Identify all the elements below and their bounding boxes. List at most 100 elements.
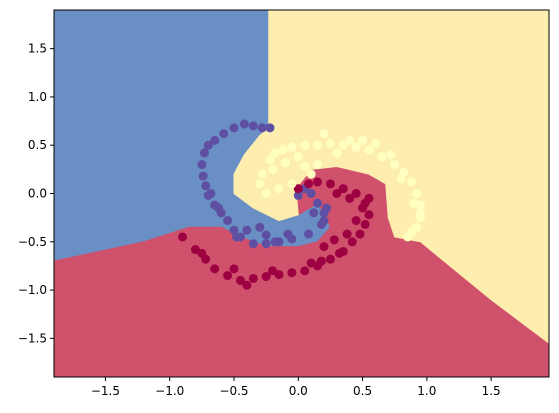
- data-point-class_2: [280, 158, 290, 168]
- data-point-class_2: [364, 145, 374, 155]
- data-point-class_2: [406, 227, 416, 237]
- data-point-class_0: [248, 239, 258, 249]
- data-point-class_2: [399, 167, 409, 177]
- data-point-class_2: [351, 142, 361, 152]
- data-point-class_1: [178, 232, 188, 242]
- data-point-class_0: [306, 189, 316, 198]
- data-point-class_1: [197, 248, 207, 258]
- data-point-class_1: [364, 210, 374, 220]
- data-point-class_2: [268, 164, 278, 174]
- data-point-class_2: [293, 152, 303, 162]
- data-point-class_0: [270, 237, 280, 247]
- data-point-class_0: [265, 123, 275, 133]
- y-tick-label: −0.5: [18, 235, 47, 249]
- data-point-class_0: [239, 119, 249, 129]
- data-point-class_1: [235, 275, 245, 285]
- data-point-class_2: [257, 169, 267, 179]
- data-point-class_0: [309, 208, 319, 218]
- data-point-class_0: [304, 229, 314, 239]
- data-point-class_2: [406, 177, 416, 187]
- data-point-class_1: [261, 272, 271, 282]
- data-point-class_1: [345, 193, 355, 203]
- data-point-class_0: [219, 129, 229, 139]
- x-tick-label: −1.5: [91, 384, 120, 398]
- data-point-class_0: [257, 123, 267, 133]
- data-point-class_1: [229, 264, 239, 274]
- data-point-class_2: [370, 138, 380, 148]
- data-point-class_1: [332, 189, 342, 198]
- data-point-class_0: [232, 232, 242, 242]
- data-point-class_2: [313, 160, 323, 170]
- data-point-class_1: [287, 268, 297, 278]
- data-point-class_0: [206, 189, 216, 198]
- data-point-class_2: [332, 148, 342, 158]
- data-point-class_0: [214, 203, 224, 213]
- data-point-class_1: [351, 216, 361, 226]
- x-tick-label: 1.5: [482, 384, 501, 398]
- data-point-class_0: [201, 181, 211, 191]
- data-point-class_1: [342, 229, 352, 239]
- data-point-class_1: [358, 203, 368, 213]
- data-point-class_1: [313, 177, 323, 187]
- data-point-class_1: [325, 179, 335, 189]
- data-point-class_0: [229, 123, 239, 133]
- data-point-class_2: [261, 189, 271, 198]
- y-tick-label: −1.5: [18, 331, 47, 345]
- data-point-class_1: [242, 280, 252, 290]
- y-tick-label: −1.0: [18, 283, 47, 297]
- data-point-class_1: [351, 189, 361, 198]
- data-point-class_2: [300, 140, 310, 150]
- data-point-class_1: [338, 184, 348, 194]
- data-point-class_1: [304, 179, 314, 189]
- data-point-class_1: [329, 235, 339, 245]
- data-point-class_0: [198, 171, 208, 181]
- data-point-class_2: [338, 140, 348, 150]
- data-point-class_2: [287, 142, 297, 152]
- data-point-class_0: [319, 216, 329, 226]
- data-point-class_0: [255, 222, 265, 232]
- data-point-class_2: [313, 140, 323, 150]
- data-points: [178, 119, 425, 290]
- x-tick-label: 0.5: [353, 384, 372, 398]
- y-tick-label: 1.0: [28, 90, 47, 104]
- data-point-class_2: [412, 189, 422, 198]
- data-point-class_2: [390, 160, 400, 170]
- data-point-class_0: [223, 216, 233, 226]
- data-point-class_1: [300, 266, 310, 276]
- data-point-class_2: [300, 161, 310, 171]
- y-axis: 1.5 1.0 0.5 0.0 −0.5 −1.0 −1.5: [18, 42, 54, 345]
- data-point-class_1: [360, 219, 370, 229]
- data-point-class_1: [325, 254, 335, 264]
- data-point-class_0: [283, 229, 293, 239]
- data-point-class_2: [409, 198, 419, 208]
- data-point-class_0: [322, 203, 332, 213]
- data-point-class_0: [197, 160, 207, 170]
- x-tick-label: 0.0: [289, 384, 308, 398]
- data-point-class_1: [364, 193, 374, 203]
- data-point-class_1: [268, 266, 278, 276]
- data-point-class_0: [229, 225, 239, 235]
- data-point-class_0: [199, 148, 209, 158]
- data-point-class_2: [358, 135, 368, 145]
- data-point-class_0: [242, 225, 252, 235]
- data-point-class_1: [334, 248, 344, 258]
- data-point-class_2: [386, 150, 396, 160]
- data-point-class_2: [274, 184, 284, 194]
- data-point-class_0: [313, 198, 323, 208]
- data-point-class_2: [278, 145, 288, 155]
- x-axis: −1.5 −1.0 −0.5 0.0 0.5 1.0 1.5: [91, 377, 501, 398]
- data-point-class_1: [210, 264, 220, 274]
- data-point-class_0: [210, 135, 220, 145]
- data-point-class_2: [325, 138, 335, 148]
- data-point-class_2: [270, 148, 280, 158]
- y-tick-label: 0.5: [28, 138, 47, 152]
- data-point-class_1: [319, 242, 329, 252]
- data-point-class_2: [415, 208, 425, 218]
- data-point-class_2: [287, 179, 297, 189]
- x-tick-label: −1.0: [155, 384, 184, 398]
- region-class_2: [233, 10, 549, 344]
- data-point-class_1: [355, 229, 365, 239]
- x-tick-label: 1.0: [417, 384, 436, 398]
- data-point-class_0: [248, 121, 258, 131]
